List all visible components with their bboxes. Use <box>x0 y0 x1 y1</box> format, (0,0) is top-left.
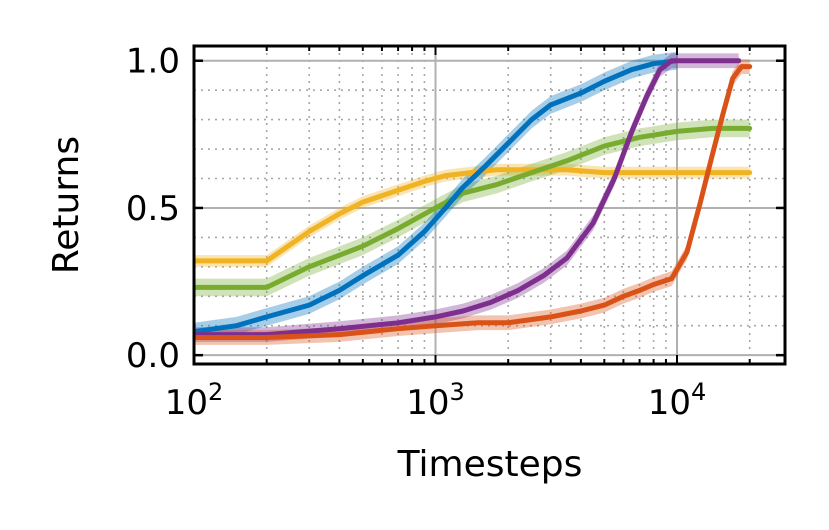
y-tick-label: 0.0 <box>126 336 180 376</box>
series-line-3 <box>194 58 742 338</box>
y-tick-label: 0.5 <box>126 189 180 229</box>
series-band-1 <box>194 119 750 297</box>
y-axis-label: Returns <box>46 136 87 274</box>
axis-ticks <box>193 46 785 364</box>
plot-frame <box>192 44 787 366</box>
y-tick-labels: 0.0 0.5 1.0 <box>126 42 180 376</box>
series-line-1 <box>194 125 753 290</box>
x-axis-label: Timesteps <box>397 444 583 485</box>
series-lines <box>194 58 753 340</box>
series-line-4 <box>194 64 753 340</box>
x-tick-label: 103 <box>406 378 465 423</box>
series-line-2 <box>194 58 680 335</box>
y-tick-label: 1.0 <box>126 42 180 82</box>
x-tick-label: 102 <box>165 378 224 423</box>
series-line-0 <box>194 167 753 264</box>
x-tick-labels: 102 103 104 <box>165 378 707 423</box>
x-tick-label: 104 <box>648 378 707 423</box>
